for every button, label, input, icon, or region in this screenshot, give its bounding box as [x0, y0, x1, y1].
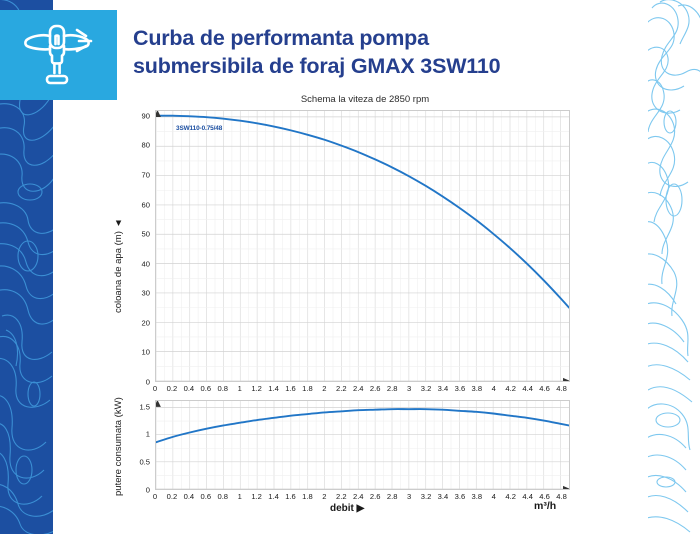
x-tick-label: 3: [406, 384, 412, 393]
x-tick-label: 3.8: [471, 492, 483, 501]
x-tick-label: 4.8: [556, 384, 567, 393]
x-tick-label: 4: [491, 492, 496, 501]
y-tick-label: 70: [141, 170, 150, 180]
x-tick-label: 1.2: [251, 384, 262, 393]
x-tick-label: 0.2: [166, 492, 178, 501]
x-tick-label: 3.2: [420, 492, 432, 501]
y-tick-label: 0.5: [139, 457, 150, 467]
x-tick-label: 3: [406, 492, 412, 501]
x-tick-label: 1.8: [302, 492, 313, 501]
page-title-line1: Curba de performanta pompa: [133, 26, 429, 50]
x-tick-label: 3.8: [471, 384, 483, 393]
x-tick-label: 1.4: [268, 384, 279, 393]
right-decorative-pattern: [648, 0, 700, 534]
brand-icon-box: [0, 10, 117, 100]
x-tick-label: 2: [322, 492, 327, 501]
x-tick-label: 0.8: [217, 384, 229, 393]
x-tick-label: 3.2: [420, 384, 432, 393]
x-tick-label: 2.6: [369, 384, 381, 393]
y-tick-label: 90: [141, 111, 150, 121]
x-tick-label: 4.6: [539, 492, 550, 501]
x-tick-label: 4.4: [522, 384, 533, 393]
y-tick-label: 10: [141, 347, 150, 357]
x-tick-label: 2.2: [336, 492, 347, 501]
y-tick-label: 0: [145, 377, 150, 387]
y-tick-label: 40: [141, 259, 150, 269]
y-tick-label: 20: [141, 318, 150, 328]
power-curve-y-axis-ticks: 0 0.5 1 1.5: [128, 400, 150, 494]
x-tick-label: 2.2: [336, 384, 347, 393]
x-tick-label: 0: [152, 492, 158, 501]
x-tick-label: 0.4: [183, 492, 195, 501]
series-label-head-curve: 3SW110-0.75/48: [176, 125, 223, 132]
x-tick-label: 3.6: [454, 492, 466, 501]
x-tick-label: 4: [491, 384, 496, 393]
y-tick-label: 1: [145, 429, 150, 439]
head-curve-plot: [155, 110, 570, 382]
x-tick-label: 1.6: [285, 384, 296, 393]
x-tick-label: 3.6: [454, 384, 466, 393]
power-curve-plot: [155, 400, 570, 490]
head-curve-y-axis-ticks: 0 10 20 30 40 50 60 70 80 90: [128, 110, 150, 386]
x-tick-label: 3.4: [437, 492, 449, 501]
y-tick-label: 80: [141, 140, 150, 150]
power-curve-x-axis-ticks: 0 0.2 0.4 0.6 0.8 1 1.2 1.4 1.6 1.8 2 2.2 2.4 2.6 2.8 3…: [140, 492, 585, 504]
x-axis-unit: m³/h: [534, 500, 557, 512]
y-tick-label: 1.5: [139, 402, 150, 412]
x-tick-label: 3.4: [437, 384, 449, 393]
head-curve-y-axis-label: coloana de apa (m) ▲: [113, 217, 124, 313]
x-tick-label: 2.4: [352, 492, 364, 501]
x-tick-label: 0.6: [200, 492, 212, 501]
x-tick-label: 4.4: [522, 492, 533, 501]
x-tick-label: 1.2: [251, 492, 262, 501]
submersible-pump-icon: [23, 24, 92, 85]
x-tick-label: 2.4: [352, 384, 364, 393]
head-curve-svg: [156, 111, 569, 381]
x-tick-label: 1: [237, 384, 242, 393]
head-curve-x-axis-ticks: 0 0.2 0.4 0.6 0.8 1 1.2 1.4 1.6 1.8 2 2.2 2.4 2.6 2.8 3…: [140, 384, 585, 396]
x-tick-label: 0.4: [183, 384, 195, 393]
y-tick-label: 60: [141, 200, 150, 210]
page-title-line2: submersibila de foraj GMAX 3SW110: [133, 53, 501, 78]
x-tick-label: 2.8: [386, 492, 398, 501]
x-tick-label: 0.6: [200, 384, 212, 393]
x-tick-label: 1.6: [285, 492, 296, 501]
x-tick-label: 2: [322, 384, 327, 393]
x-tick-label: 2.8: [386, 384, 398, 393]
x-tick-label: 4.8: [556, 492, 567, 501]
y-tick-label: 0: [145, 485, 150, 495]
right-contour-pattern: [648, 0, 700, 533]
chart-title: Schema la viteza de 2850 rpm: [300, 94, 430, 105]
x-tick-label: 4.2: [505, 492, 516, 501]
page-title: Curba de performanta pompa submersibila …: [133, 25, 563, 80]
x-tick-label: 0: [152, 384, 158, 393]
power-curve-svg: [156, 401, 569, 489]
x-tick-label: 2.6: [369, 492, 381, 501]
y-tick-label: 50: [141, 229, 150, 239]
y-tick-label: 30: [141, 288, 150, 298]
x-tick-label: 1.8: [302, 384, 313, 393]
x-tick-label: 0.2: [166, 384, 178, 393]
x-tick-label: 1.4: [268, 492, 279, 501]
x-tick-label: 0.8: [217, 492, 229, 501]
x-tick-label: 4.6: [539, 384, 550, 393]
x-axis-label: debit ▶: [330, 503, 365, 514]
x-tick-label: 1: [237, 492, 242, 501]
power-curve-y-axis-label: putere consumata (kW): [113, 397, 124, 496]
x-tick-label: 4.2: [505, 384, 516, 393]
